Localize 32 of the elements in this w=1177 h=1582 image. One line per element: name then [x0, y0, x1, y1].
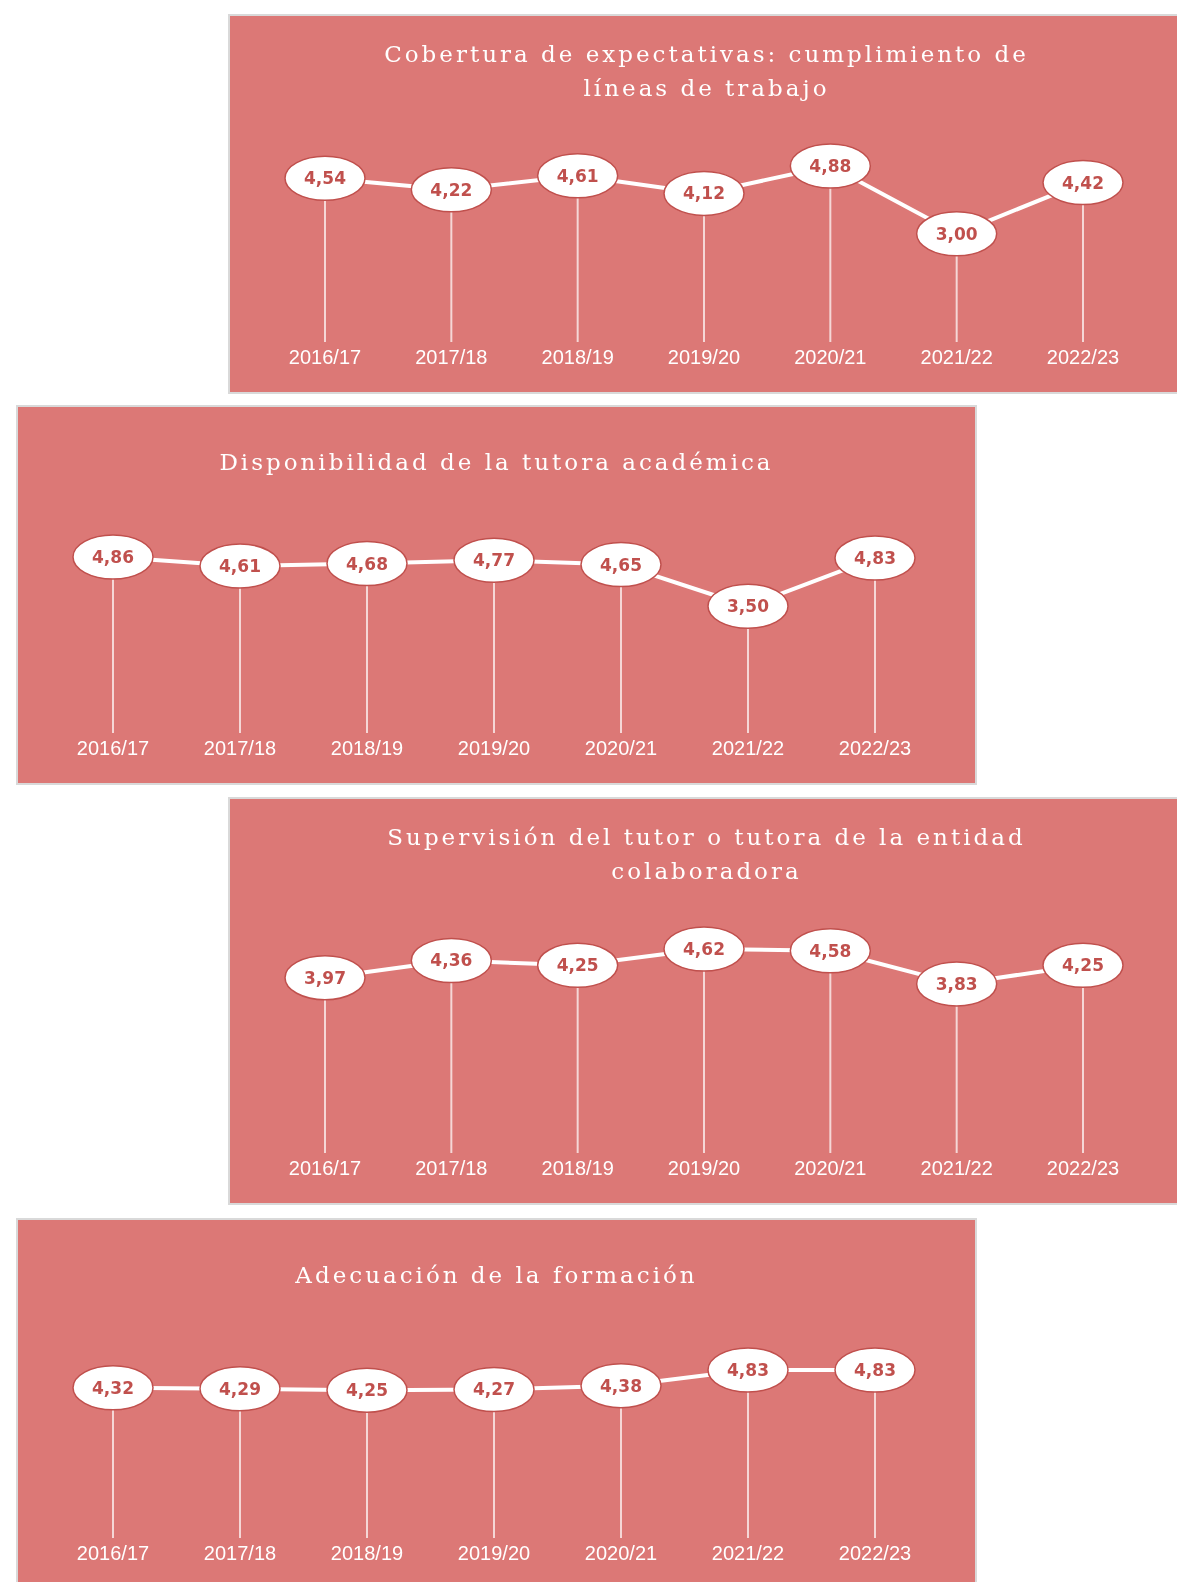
x-tick-label: 2019/20 — [457, 737, 531, 760]
x-tick-label: 2021/22 — [920, 346, 993, 369]
x-tick-label: 2017/18 — [415, 346, 488, 369]
chart-title: Adecuación de la formación — [294, 1261, 699, 1290]
chart-title: Disponibilidad de la tutora académica — [218, 448, 775, 477]
x-tick-label: 2020/21 — [794, 1157, 867, 1180]
x-tick-label: 2016/17 — [76, 737, 150, 760]
x-tick-label: 2016/17 — [288, 1157, 362, 1180]
chart-title: Supervisión del tutor o tutora de la entidad colaboradora — [386, 823, 1027, 886]
x-tick-label: 2021/22 — [711, 1542, 785, 1565]
x-tick-label: 2021/22 — [920, 1157, 993, 1180]
x-tick-label: 2019/20 — [457, 1542, 531, 1565]
x-tick-label: 2022/23 — [1046, 346, 1120, 369]
x-tick-label: 2022/23 — [838, 737, 912, 760]
x-tick-label: 2016/17 — [76, 1542, 150, 1565]
x-tick-label: 2018/19 — [541, 1157, 614, 1180]
x-tick-label: 2020/21 — [794, 346, 867, 369]
x-tick-label: 2017/18 — [203, 737, 277, 760]
x-tick-label: 2019/20 — [667, 1157, 741, 1180]
x-tick-label: 2022/23 — [1046, 1157, 1120, 1180]
chart-title: Cobertura de expectativas: cumplimiento de líneas de trabajo — [383, 40, 1030, 103]
x-tick-label: 2017/18 — [203, 1542, 277, 1565]
x-tick-label: 2018/19 — [541, 346, 614, 369]
x-tick-label: 2022/23 — [838, 1542, 912, 1565]
x-tick-label: 2016/17 — [288, 346, 362, 369]
x-tick-label: 2017/18 — [415, 1157, 488, 1180]
x-tick-label: 2021/22 — [711, 737, 785, 760]
x-tick-label: 2020/21 — [584, 737, 658, 760]
x-tick-label: 2019/20 — [667, 346, 741, 369]
x-tick-label: 2020/21 — [584, 1542, 658, 1565]
x-tick-label: 2018/19 — [330, 1542, 404, 1565]
x-tick-label: 2018/19 — [330, 737, 404, 760]
